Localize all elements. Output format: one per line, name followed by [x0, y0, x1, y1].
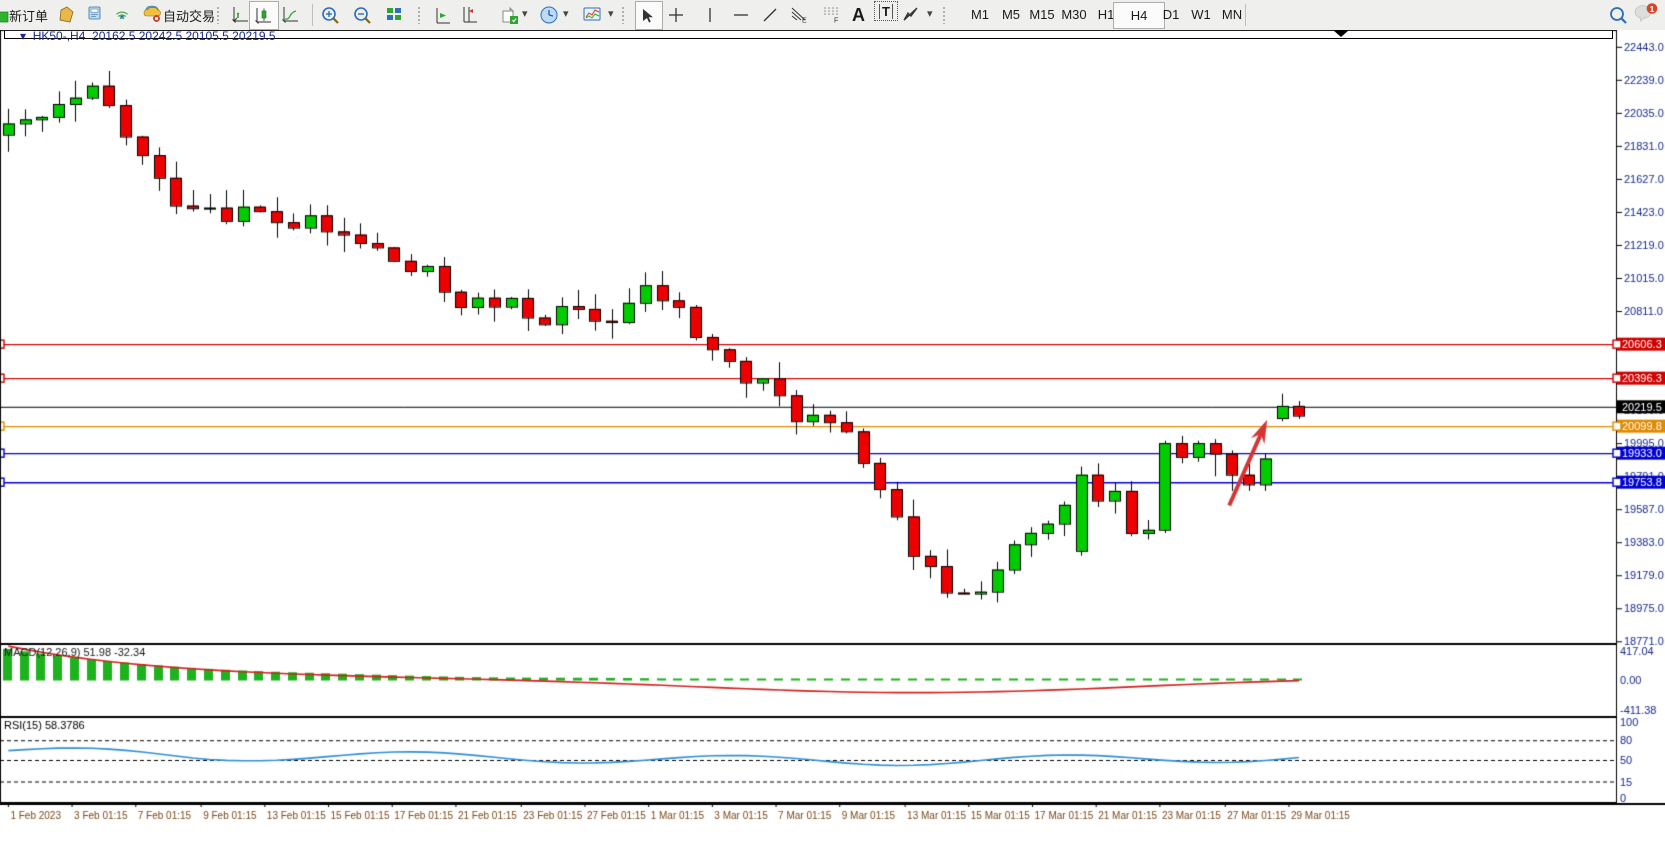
svg-text:F: F: [834, 18, 838, 24]
svg-text:1: 1: [1650, 4, 1655, 14]
svg-text:E: E: [802, 18, 807, 24]
